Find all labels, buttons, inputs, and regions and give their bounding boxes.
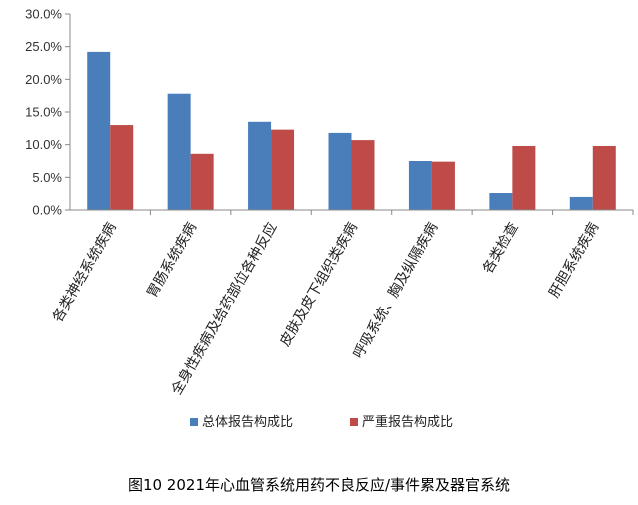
x-axis: 各类神经系统疾病 胃肠系统疾病全身性疾病及给药部位各种反应皮肤及皮下组织类疾病呼吸… — [50, 209, 634, 398]
x-tick-label: 呼吸系统、胸及纵隔疾病 — [351, 220, 442, 361]
bar-serious — [351, 140, 375, 210]
y-tick-label: 20.0% — [25, 72, 62, 87]
bar-overall — [328, 132, 352, 210]
legend-label: 严重报告构成比 — [362, 414, 453, 430]
plot-area — [87, 51, 616, 210]
x-tick-label: 皮肤及皮下组织类疾病 — [277, 220, 361, 349]
bar-serious — [190, 153, 214, 210]
y-tick-label: 15.0% — [25, 105, 62, 120]
bar-overall — [408, 161, 432, 210]
figure-caption: 图10 2021年心血管系统用药不良反应/事件累及器官系统 — [127, 476, 511, 494]
bar-overall — [569, 196, 593, 210]
y-tick-label: 30.0% — [25, 7, 62, 22]
bar-serious — [512, 145, 536, 210]
x-tick-label: 肝胆系统疾病 — [546, 220, 602, 301]
bar-serious — [110, 125, 134, 210]
bar-overall — [248, 121, 272, 210]
bar-serious — [431, 161, 455, 210]
bar-overall — [489, 193, 513, 210]
legend: 总体报告构成比 严重报告构成比 — [190, 414, 453, 430]
y-tick-label: 5.0% — [32, 170, 62, 185]
y-tick-label: 25.0% — [25, 39, 62, 54]
bar-overall — [167, 93, 191, 210]
bar-serious — [592, 145, 616, 210]
chart: 0.0% 5.0% 10.0% 15.0% 20.0% 25.0% 30.0% 各类神经系统… — [25, 7, 634, 430]
x-tick-label: 胃肠系统疾病 — [144, 220, 200, 301]
legend-swatch — [190, 418, 198, 426]
legend-swatch — [350, 418, 358, 426]
x-tick-label: 各类神经系统疾病 — [50, 220, 120, 325]
bar-serious — [271, 129, 295, 210]
y-axis: 0.0% 5.0% 10.0% 15.0% 20.0% 25.0% 30.0% — [25, 7, 71, 218]
y-tick-label: 0.0% — [32, 203, 62, 218]
x-tick-label: 各类检查 — [480, 220, 522, 276]
bar-overall — [87, 51, 111, 210]
legend-label: 总体报告构成比 — [202, 415, 293, 430]
y-tick-label: 10.0% — [25, 137, 62, 152]
